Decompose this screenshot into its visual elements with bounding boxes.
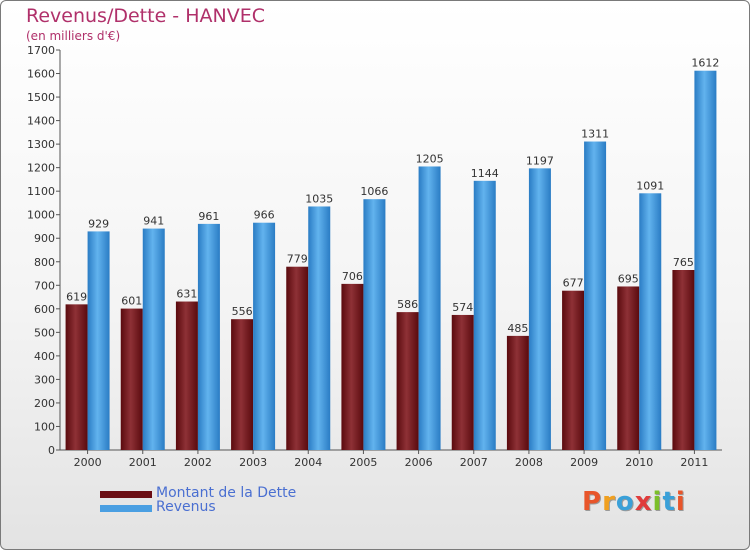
x-tick-label: 2001 <box>129 456 157 469</box>
data-label-debt: 765 <box>673 256 694 269</box>
x-tick-label: 2002 <box>184 456 212 469</box>
bar-revenus <box>142 228 165 450</box>
legend-swatch-revenus <box>100 505 152 512</box>
bar-revenus <box>473 180 496 450</box>
x-tick-label: 2009 <box>570 456 598 469</box>
data-label-revenus: 929 <box>88 217 109 230</box>
bar-revenus <box>87 231 110 450</box>
data-label-debt: 619 <box>66 290 87 303</box>
data-label-revenus: 1035 <box>305 192 333 205</box>
data-label-revenus: 1144 <box>471 167 499 180</box>
legend-label-debt: Montant de la Dette <box>156 485 297 501</box>
y-tick-label: 1500 <box>27 91 55 104</box>
bar-revenus <box>528 168 551 450</box>
x-tick-label: 2011 <box>680 456 708 469</box>
data-label-debt: 601 <box>121 295 142 308</box>
x-tick-label: 2008 <box>515 456 543 469</box>
bar-revenus <box>253 222 276 450</box>
data-label-debt: 695 <box>618 272 639 285</box>
bar-revenus <box>694 70 717 451</box>
data-label-debt: 485 <box>507 322 528 335</box>
y-tick-label: 800 <box>34 256 55 269</box>
data-label-revenus: 1066 <box>360 185 388 198</box>
data-label-revenus: 1091 <box>636 179 664 192</box>
y-tick-label: 300 <box>34 373 55 386</box>
bar-debt <box>672 270 695 450</box>
data-label-revenus: 1612 <box>691 57 719 70</box>
x-tick-label: 2003 <box>239 456 267 469</box>
data-label-debt: 779 <box>287 253 308 266</box>
data-label-revenus: 1197 <box>526 154 554 167</box>
y-tick-label: 500 <box>34 326 55 339</box>
y-tick-label: 1200 <box>27 162 55 175</box>
bar-debt <box>231 319 254 450</box>
bar-revenus <box>639 193 662 450</box>
x-tick-label: 2005 <box>349 456 377 469</box>
data-label-debt: 677 <box>563 277 584 290</box>
data-label-debt: 556 <box>232 305 253 318</box>
y-tick-label: 0 <box>48 444 55 457</box>
bar-debt <box>341 283 364 450</box>
y-tick-label: 200 <box>34 397 55 410</box>
bar-revenus <box>584 141 607 450</box>
x-tick-label: 2000 <box>74 456 102 469</box>
y-tick-label: 900 <box>34 232 55 245</box>
y-tick-label: 1700 <box>27 44 55 57</box>
proxiti-logo: Proxiti <box>582 487 686 517</box>
legend-swatch-debt <box>100 491 152 498</box>
bar-debt <box>65 304 88 450</box>
bar-debt <box>562 290 585 450</box>
data-label-debt: 631 <box>176 288 197 301</box>
data-label-debt: 706 <box>342 270 363 283</box>
bar-debt <box>617 286 640 450</box>
legend-label-revenus: Revenus <box>156 499 216 515</box>
bar-debt <box>175 301 198 450</box>
y-tick-label: 1100 <box>27 185 55 198</box>
bar-debt <box>506 335 529 450</box>
chart-subtitle: (en milliers d'€) <box>26 29 121 43</box>
y-tick-label: 100 <box>34 420 55 433</box>
bar-revenus <box>308 206 331 450</box>
bar-revenus <box>197 223 220 450</box>
axes: 0 100 200 300 400 500 600 700 800 900 1000 1100 1200… <box>27 44 722 469</box>
data-labels: 619 929 601 941 631 961 556 966 779 1035 706 1066 58… <box>66 57 719 335</box>
bar-debt <box>451 314 474 450</box>
y-tick-label: 700 <box>34 279 55 292</box>
bar-revenus <box>363 199 386 450</box>
x-tick-label: 2010 <box>625 456 653 469</box>
y-tick-label: 1300 <box>27 138 55 151</box>
chart-title: Revenus/Dette - HANVEC <box>26 5 265 27</box>
data-label-revenus: 961 <box>198 210 219 223</box>
y-tick-label: 1600 <box>27 68 55 81</box>
y-tick-label: 600 <box>34 303 55 316</box>
y-tick-label: 1400 <box>27 115 55 128</box>
bar-debt <box>286 266 309 450</box>
y-tick-label: 400 <box>34 350 55 363</box>
data-label-debt: 574 <box>452 301 473 314</box>
x-tick-label: 2006 <box>405 456 433 469</box>
data-label-debt: 586 <box>397 298 418 311</box>
bar-debt <box>120 308 143 450</box>
data-label-revenus: 1311 <box>581 128 609 141</box>
data-label-revenus: 941 <box>143 215 164 228</box>
data-label-revenus: 1205 <box>416 152 444 165</box>
x-tick-label: 2007 <box>460 456 488 469</box>
bars <box>65 70 717 451</box>
bar-revenus <box>418 166 441 450</box>
bar-debt <box>396 312 419 450</box>
x-tick-label: 2004 <box>294 456 322 469</box>
data-label-revenus: 966 <box>254 209 275 222</box>
y-tick-label: 1000 <box>27 209 55 222</box>
